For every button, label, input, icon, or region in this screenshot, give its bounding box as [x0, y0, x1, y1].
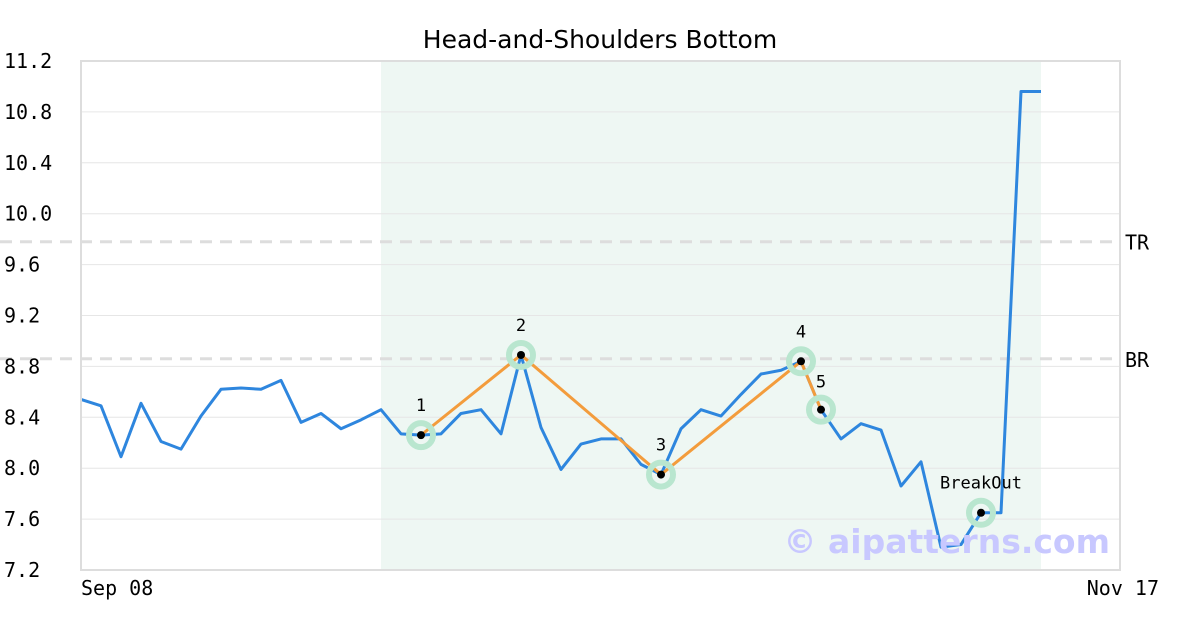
y-tick-label: 10.4 — [4, 151, 52, 175]
watermark: © aipatterns.com — [784, 522, 1110, 561]
pattern-point-4-label: 4 — [796, 322, 806, 342]
y-axis-ticks: 7.2 7.6 8.0 8.4 8.8 9.2 9.6 10.0 10.4 10.8 11.2 — [4, 49, 52, 582]
y-tick-label: 10.0 — [4, 202, 52, 226]
pattern-point-1-label: 1 — [416, 396, 426, 416]
breakout-point-ring — [966, 497, 996, 528]
pattern-point-3-label: 3 — [656, 436, 666, 456]
level-label-br: BR — [1125, 348, 1150, 372]
pattern-point-3-ring — [646, 459, 676, 490]
pattern-point-5-dot — [817, 405, 825, 414]
chart-title: Head-and-Shoulders Bottom — [423, 25, 777, 54]
y-tick-label: 11.2 — [4, 49, 52, 73]
y-tick-label: 9.2 — [4, 304, 40, 328]
pattern-point-1-ring — [406, 420, 436, 451]
pattern-point-5-label: 5 — [816, 373, 826, 393]
x-tick-label: Nov 17 — [1087, 576, 1159, 600]
pattern-point-2-ring — [506, 339, 536, 370]
y-tick-label: 7.2 — [4, 558, 40, 582]
pattern-point-4-dot — [797, 357, 805, 366]
pattern-point-4-ring — [786, 346, 816, 377]
pattern-markers: 1 2 3 4 5 BreakOut — [406, 316, 1022, 528]
pattern-point-2-dot — [517, 350, 525, 359]
level-label-tr: TR — [1125, 231, 1150, 255]
x-axis-ticks: Sep 08 Nov 17 — [81, 576, 1159, 600]
y-tick-label: 8.8 — [4, 354, 40, 378]
x-tick-label: Sep 08 — [81, 576, 153, 600]
pattern-point-3-dot — [657, 470, 665, 479]
y-tick-label: 10.8 — [4, 100, 52, 124]
pattern-point-1-dot — [417, 431, 425, 440]
pattern-point-2-label: 2 — [516, 316, 526, 336]
y-tick-label: 9.6 — [4, 253, 40, 277]
pattern-point-5-ring — [806, 394, 836, 425]
price-line — [80, 90, 1041, 549]
level-lines: TR BR — [0, 231, 1150, 372]
y-tick-label: 7.6 — [4, 507, 40, 531]
breakout-point-label: BreakOut — [940, 474, 1022, 494]
y-tick-label: 8.4 — [4, 405, 40, 429]
y-tick-label: 8.0 — [4, 456, 40, 480]
breakout-point-dot — [977, 508, 985, 517]
price-series — [80, 90, 1041, 549]
plot-frame — [80, 60, 1121, 571]
